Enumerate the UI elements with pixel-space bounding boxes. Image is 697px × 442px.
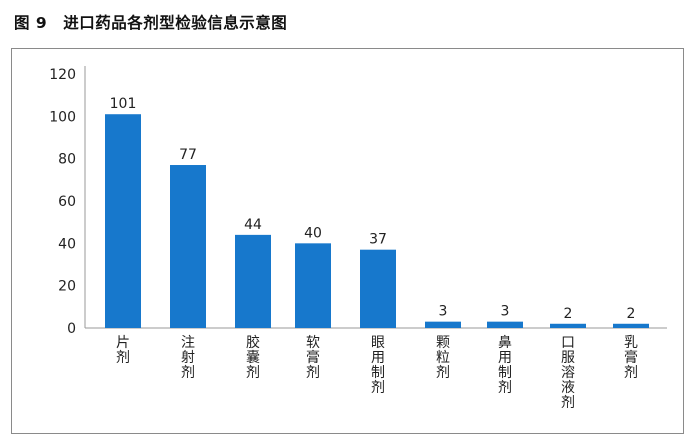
- category-label: 软膏剂: [306, 335, 320, 381]
- data-label: 40: [304, 225, 322, 241]
- y-tick-label: 100: [49, 109, 76, 125]
- category-label: 乳膏剂: [624, 335, 638, 381]
- bar: [105, 114, 141, 328]
- bar: [360, 249, 396, 328]
- category-label: 注射剂: [181, 335, 195, 381]
- category-label: 口服溶液剂: [561, 335, 575, 411]
- bar: [170, 165, 206, 328]
- bar: [295, 243, 331, 328]
- y-tick-label: 40: [58, 236, 76, 252]
- figure-title-text: 进口药品各剂型检验信息示意图: [63, 14, 288, 32]
- y-tick-label: 60: [58, 194, 76, 210]
- data-label: 77: [179, 147, 197, 163]
- bar: [487, 321, 523, 328]
- category-label: 片剂: [116, 335, 130, 366]
- bar: [425, 321, 461, 328]
- category-label: 胶囊剂: [246, 334, 260, 381]
- category-label: 鼻用制剂: [498, 334, 512, 396]
- bar: [235, 234, 271, 328]
- data-label: 101: [110, 96, 137, 112]
- data-label: 3: [439, 304, 448, 320]
- y-tick-label: 0: [67, 321, 76, 337]
- chart-frame: [11, 48, 684, 434]
- bar: [550, 323, 586, 328]
- data-label: 44: [244, 217, 262, 233]
- y-tick-label: 120: [49, 67, 76, 83]
- data-label: 37: [369, 232, 387, 248]
- data-label: 2: [564, 306, 573, 322]
- category-label: 颗粒剂: [436, 335, 450, 381]
- bar: [613, 323, 649, 328]
- figure-number: 图 9: [14, 14, 48, 32]
- data-label: 3: [501, 304, 510, 320]
- data-label: 2: [627, 306, 636, 322]
- figure-title: 图 9 进口药品各剂型检验信息示意图: [14, 11, 287, 33]
- category-label: 眼用制剂: [371, 335, 385, 396]
- y-tick-label: 20: [58, 279, 76, 295]
- y-tick-label: 80: [58, 152, 76, 168]
